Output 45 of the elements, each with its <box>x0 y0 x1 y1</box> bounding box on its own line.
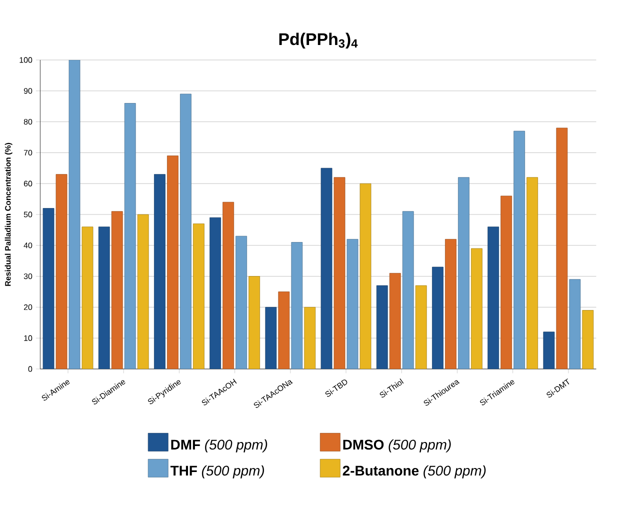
bar <box>137 214 149 369</box>
bar <box>402 211 414 369</box>
bar <box>543 332 555 369</box>
legend-label: DMSO (500 ppm) <box>343 439 451 452</box>
bar <box>265 306 277 369</box>
chart-title: Pd(PPh$_{3}$)$_{4}$ <box>279 32 358 48</box>
bar <box>488 226 500 369</box>
bar <box>471 248 482 369</box>
bar <box>154 174 166 369</box>
legend-label: THF (500 ppm) <box>170 465 264 478</box>
bar <box>432 266 444 369</box>
bar <box>415 285 427 369</box>
legend-label: 2-Butanone (500 ppm) <box>342 465 486 478</box>
bar <box>334 177 346 369</box>
bar <box>582 310 594 369</box>
bar <box>346 239 358 369</box>
bar <box>222 202 234 369</box>
bar <box>291 242 303 369</box>
bar <box>304 306 316 369</box>
bar <box>56 174 68 369</box>
bar <box>360 183 372 369</box>
bar <box>445 239 456 369</box>
bar <box>458 177 470 369</box>
bar <box>193 224 204 369</box>
legend-label: DMF (500 ppm) <box>171 439 268 452</box>
bar <box>124 103 136 369</box>
bar <box>42 208 54 369</box>
bar <box>98 226 110 369</box>
bar <box>556 128 568 369</box>
bar <box>320 168 332 369</box>
bar <box>248 276 260 369</box>
bar <box>500 196 512 369</box>
bar <box>514 130 526 369</box>
bar <box>68 60 80 369</box>
bar <box>82 226 94 369</box>
bar <box>111 211 123 369</box>
bar <box>389 272 401 369</box>
bar <box>236 236 248 369</box>
bar <box>569 279 581 369</box>
bar <box>376 285 388 369</box>
bar <box>210 217 222 369</box>
bar <box>526 177 538 369</box>
bar <box>278 292 290 369</box>
bar <box>180 94 192 369</box>
bar <box>167 156 178 369</box>
